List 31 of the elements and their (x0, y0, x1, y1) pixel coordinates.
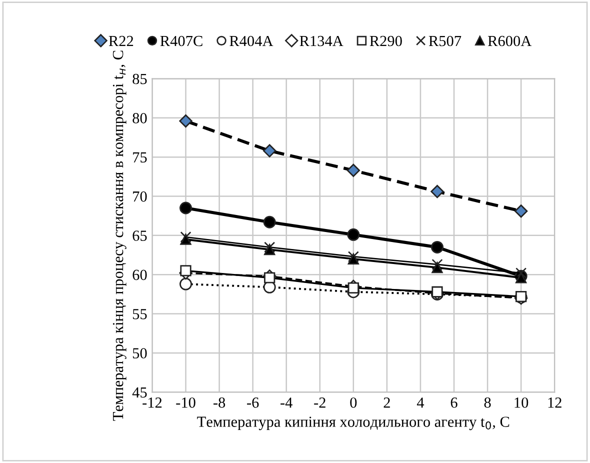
x-axis-title: Температура кипіння холодильного агенту t$_{0}$, C (197, 416, 510, 430)
x-tick-label: -12 (142, 398, 162, 408)
legend-label: R507 (428, 36, 462, 46)
x-tick-label: 12 (548, 398, 562, 408)
y-tick-label: 45 (132, 387, 147, 398)
x-tick-label: -8 (213, 397, 226, 408)
y-tick-label: 70 (133, 191, 147, 202)
x-tick-label: -10 (176, 397, 196, 408)
y-tick-label: 75 (133, 152, 147, 163)
legend-label: R134A (300, 36, 344, 46)
y-tick-label: 55 (132, 309, 147, 320)
y-tick-label: 80 (132, 113, 147, 124)
x-tick-label: 4 (416, 398, 424, 408)
x-tick-label: 2 (384, 398, 390, 408)
x-tick-label: -4 (280, 398, 292, 408)
legend-label: R22 (108, 36, 134, 46)
y-axis-title: Температура кінця процесу стискання в компресорі t$_{н}$, C (112, 50, 126, 421)
legend-label: R404A (230, 36, 274, 46)
legend-label: R407C (160, 36, 202, 46)
legend-label: R600A (488, 36, 532, 46)
x-tick-label: 6 (450, 398, 458, 408)
x-tick-label: 0 (350, 397, 357, 408)
x-tick-label: -6 (247, 398, 259, 408)
x-tick-label: -2 (314, 398, 326, 408)
x-tick-label: 10 (514, 397, 528, 408)
y-tick-label: 60 (132, 270, 147, 280)
y-tick-label: 50 (132, 348, 147, 358)
x-tick-label: 8 (484, 397, 491, 408)
legend-label: R290 (370, 36, 402, 46)
y-tick-label: 65 (132, 230, 147, 241)
y-tick-label: 85 (132, 74, 147, 84)
